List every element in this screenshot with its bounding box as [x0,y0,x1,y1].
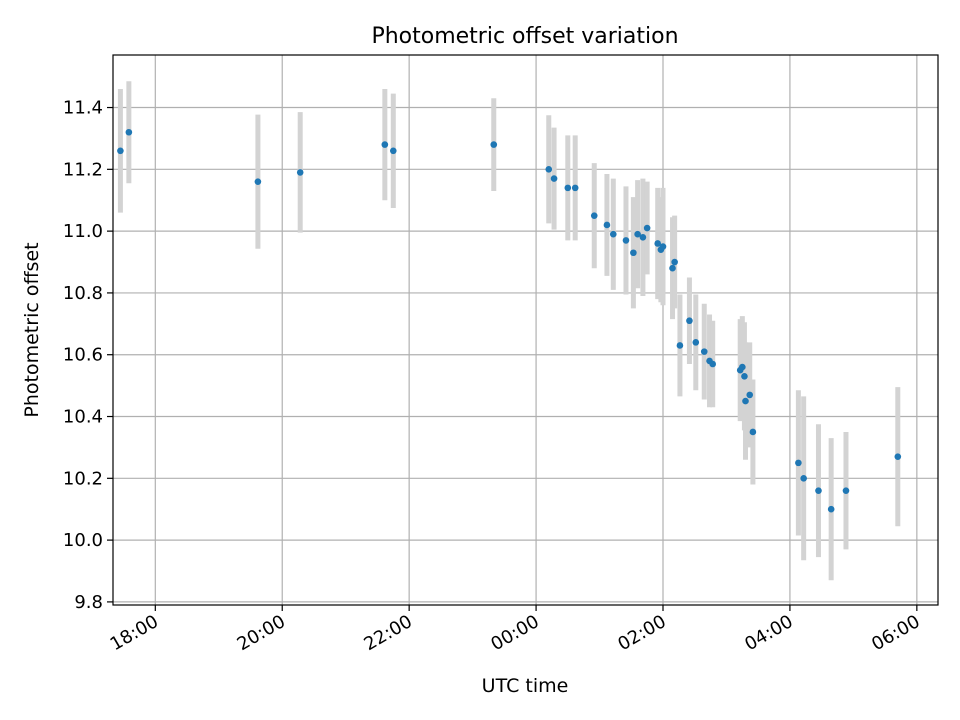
data-point [550,175,558,182]
plot-frame [112,54,939,606]
y-tick-label: 10.8 [63,283,103,304]
data-point [700,348,708,355]
data-point [659,243,667,250]
data-point [254,178,262,185]
data-point [125,128,133,136]
data-point [894,453,902,460]
data-point [654,240,662,247]
y-tick-label: 9.8 [74,592,103,613]
data-point [634,230,641,238]
data-point [692,339,700,346]
chart-title: Photometric offset variation [371,24,678,49]
data-point [815,487,822,494]
data-point [746,391,754,399]
data-point [639,234,647,241]
data-point [117,147,124,155]
data-point [709,360,717,368]
x-axis-label: UTC time [482,675,569,697]
data-point [622,237,630,244]
data-point [676,342,684,349]
y-tick-label: 11.4 [63,98,103,119]
data-point [842,487,850,494]
y-axis-ticks: 9.8 10.0 10.2 10.4 10.6 10.8 11.0 11.2 11.4 [63,98,113,613]
data-point [686,317,693,325]
y-tick-label: 11.2 [63,159,103,180]
data-point [603,221,611,229]
data-point [669,264,676,272]
y-tick-label: 10.4 [63,407,103,428]
data-point [671,258,678,266]
y-tick-label: 10.0 [63,530,103,551]
data-point [389,147,397,155]
data-point [827,505,835,513]
y-tick-label: 10.2 [63,468,103,489]
data-point [296,169,304,176]
data-point [643,224,651,232]
data-point [545,166,553,173]
data-point [742,397,749,405]
y-tick-label: 10.6 [63,345,103,366]
data-point [800,475,807,482]
data-point [590,212,598,219]
data-point [795,459,802,467]
data-point [739,363,746,371]
data-points [117,128,902,513]
data-point [571,184,579,192]
y-axis-label: Photometric offset [21,242,43,417]
data-point [564,184,572,192]
data-point [609,230,617,238]
data-point [741,373,748,380]
data-point [381,141,389,148]
data-point [630,249,637,257]
data-point [490,141,498,148]
y-tick-label: 11.0 [63,221,103,242]
data-point [749,428,757,436]
